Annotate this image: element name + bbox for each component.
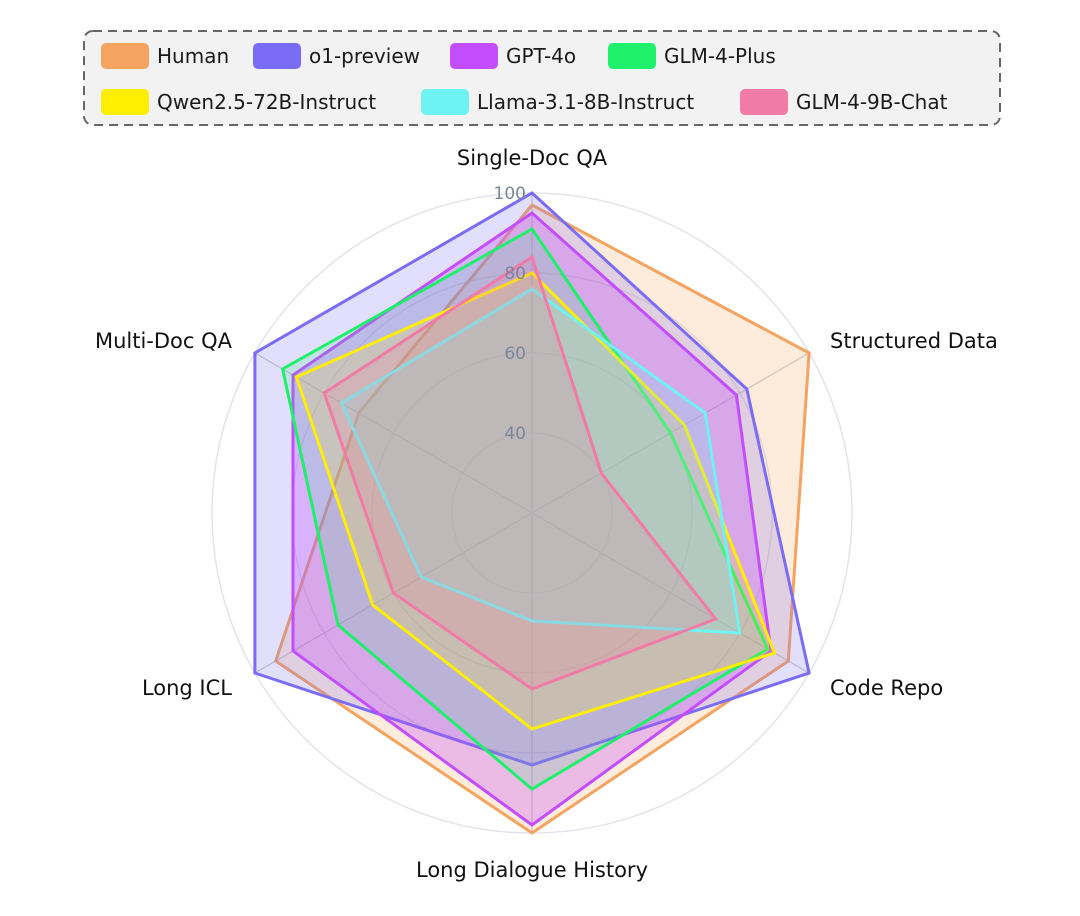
series-gpt-4o — [291, 211, 773, 827]
legend-label-glm-4-9b-chat: GLM-4-9B-Chat — [796, 90, 948, 114]
chart-legend: Human o1-preview GPT-4o GLM-4-Plus Qwen2.5-7… — [83, 30, 1001, 126]
legend-item-qwen2-5-72b-instruct: Qwen2.5-72B-Instruct — [101, 89, 376, 115]
legend-label-gpt-4o: GPT-4o — [506, 44, 576, 68]
axis-label-structured-data: Structured Data — [830, 329, 998, 353]
legend-label-human: Human — [157, 44, 229, 68]
legend-swatch-human — [101, 43, 149, 69]
legend-item-glm-4-9b-chat: GLM-4-9B-Chat — [740, 89, 948, 115]
legend-item-glm-4-plus: GLM-4-Plus — [608, 43, 776, 69]
tick-label-60: 60 — [504, 344, 526, 364]
axis-labels: Single-Doc QA Structured Data Code Repo Lon… — [95, 146, 998, 882]
legend-item-llama-3-1-8b-instruct: Llama-3.1-8B-Instruct — [421, 89, 694, 115]
series-glm-4-plus — [280, 227, 770, 791]
tick-label-40: 40 — [504, 424, 526, 444]
radial-tick-labels: 40 60 80 100 — [494, 184, 526, 444]
legend-label-glm-4-plus: GLM-4-Plus — [664, 44, 776, 68]
legend-swatch-o1-preview — [253, 43, 301, 69]
legend-swatch-qwen2-5-72b-instruct — [101, 89, 149, 115]
series-glm-4-9b-chat — [322, 254, 719, 691]
legend-item-gpt-4o: GPT-4o — [450, 43, 576, 69]
tick-label-80: 80 — [504, 264, 526, 284]
legend-label-o1-preview: o1-preview — [309, 44, 420, 68]
legend-label-qwen2-5-72b-instruct: Qwen2.5-72B-Instruct — [157, 90, 376, 114]
tick-label-100: 100 — [494, 184, 526, 204]
spoke-multi-doc-qa — [254, 352, 533, 514]
spoke-code-repo — [531, 512, 810, 674]
legend-label-llama-3-1-8b-instruct: Llama-3.1-8B-Instruct — [477, 90, 694, 114]
series-llama-3-1-8b-instruct — [339, 287, 742, 635]
legend-swatch-gpt-4o — [450, 43, 498, 69]
axis-label-long-icl: Long ICL — [142, 676, 232, 700]
legend-swatch-glm-4-plus — [608, 43, 656, 69]
radar-series — [253, 191, 811, 835]
series-qwen2-5-72b-instruct — [294, 271, 777, 731]
legend-swatch-llama-3-1-8b-instruct — [421, 89, 469, 115]
axis-label-long-dialogue-history: Long Dialogue History — [416, 858, 648, 882]
axis-label-single-doc-qa: Single-Doc QA — [457, 146, 608, 170]
legend-item-human: Human — [101, 43, 229, 69]
axis-label-multi-doc-qa: Multi-Doc QA — [95, 329, 233, 353]
legend-swatch-glm-4-9b-chat — [740, 89, 788, 115]
legend-item-o1-preview: o1-preview — [253, 43, 420, 69]
axis-label-code-repo: Code Repo — [830, 676, 943, 700]
